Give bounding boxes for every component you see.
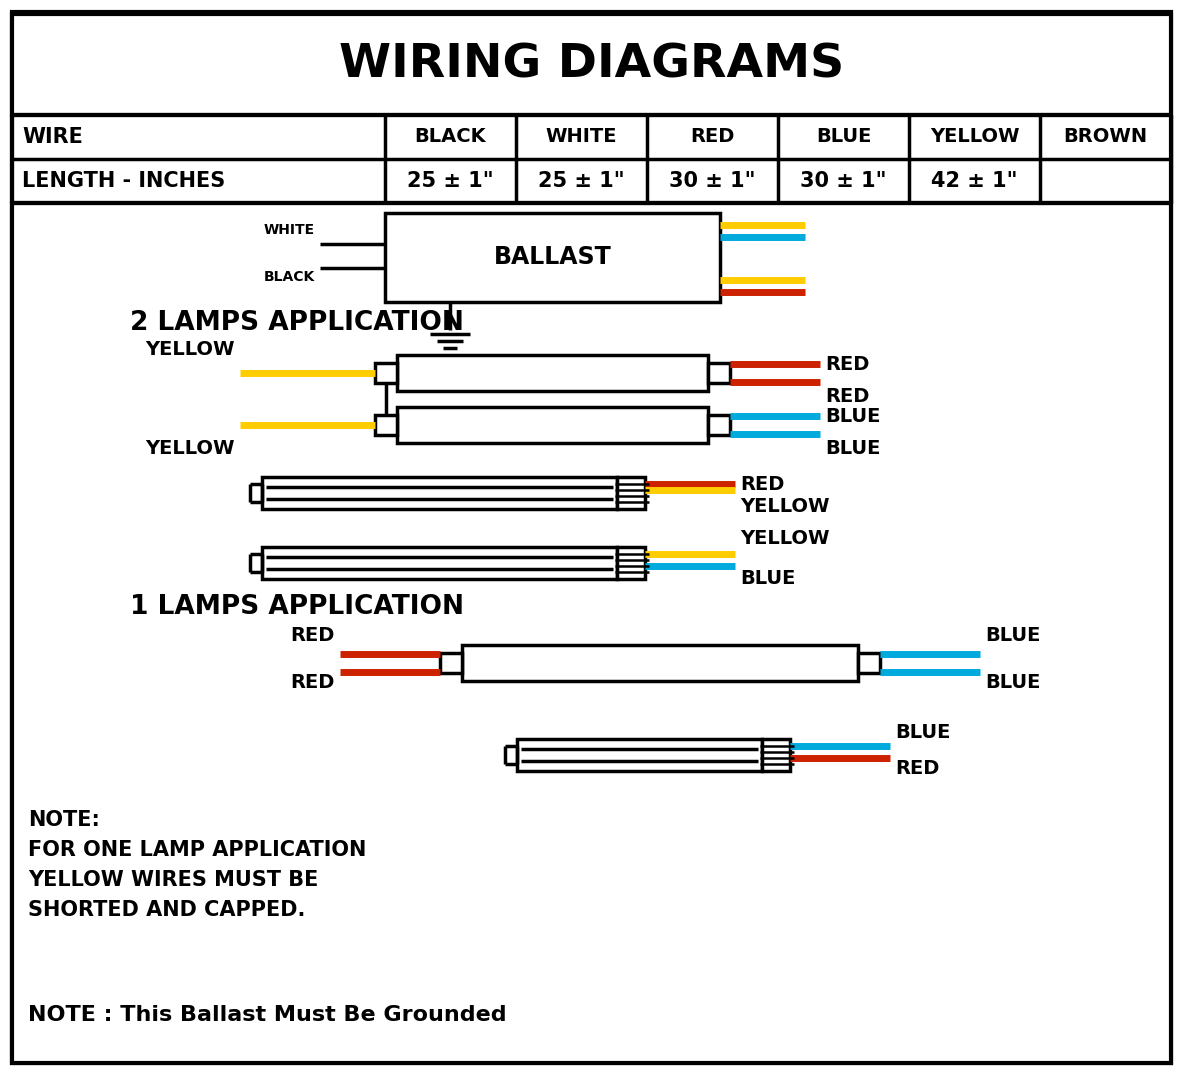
Text: YELLOW: YELLOW: [146, 439, 235, 458]
Text: BLUE: BLUE: [896, 723, 950, 743]
Text: 1 LAMPS APPLICATION: 1 LAMPS APPLICATION: [130, 594, 464, 620]
Text: BALLAST: BALLAST: [493, 245, 612, 270]
Bar: [440, 653, 463, 673]
Text: BLACK: BLACK: [415, 128, 486, 146]
Text: 2 LAMPS APPLICATION: 2 LAMPS APPLICATION: [130, 310, 464, 336]
Text: WIRE: WIRE: [22, 127, 83, 147]
Bar: [397, 407, 707, 443]
Text: 25 ± 1": 25 ± 1": [538, 171, 625, 191]
Bar: [12, 14, 1171, 115]
Text: YELLOW: YELLOW: [146, 340, 235, 359]
Text: RED: RED: [291, 673, 335, 692]
Text: YELLOW WIRES MUST BE: YELLOW WIRES MUST BE: [28, 870, 318, 890]
Text: WIRING DIAGRAMS: WIRING DIAGRAMS: [338, 42, 845, 87]
Text: RED: RED: [825, 355, 870, 373]
Text: 25 ± 1": 25 ± 1": [407, 171, 493, 191]
Bar: [463, 645, 858, 680]
Text: RED: RED: [825, 387, 870, 406]
Text: RED: RED: [741, 474, 784, 493]
Bar: [261, 547, 618, 579]
Text: 42 ± 1": 42 ± 1": [931, 171, 1017, 191]
Bar: [707, 363, 730, 383]
Text: BLUE: BLUE: [741, 570, 795, 588]
Text: RED: RED: [291, 626, 335, 645]
Text: BLUE: BLUE: [985, 626, 1040, 645]
Text: YELLOW: YELLOW: [741, 498, 829, 516]
Bar: [12, 203, 1171, 1063]
Text: SHORTED AND CAPPED.: SHORTED AND CAPPED.: [28, 900, 305, 920]
Text: FOR ONE LAMP APPLICATION: FOR ONE LAMP APPLICATION: [28, 840, 367, 860]
Text: YELLOW: YELLOW: [930, 128, 1020, 146]
Text: 30 ± 1": 30 ± 1": [670, 171, 756, 191]
Bar: [384, 213, 720, 302]
Bar: [375, 363, 397, 383]
Text: BLUE: BLUE: [825, 440, 880, 459]
Text: YELLOW: YELLOW: [741, 530, 829, 548]
Bar: [375, 415, 397, 435]
Bar: [261, 477, 618, 508]
Text: BLACK: BLACK: [264, 270, 315, 284]
Text: BROWN: BROWN: [1064, 128, 1148, 146]
Text: WHITE: WHITE: [545, 128, 618, 146]
Text: LENGTH - INCHES: LENGTH - INCHES: [22, 171, 225, 191]
Text: WHITE: WHITE: [264, 224, 315, 238]
Bar: [618, 477, 645, 508]
Bar: [762, 739, 790, 771]
Bar: [517, 739, 762, 771]
Text: RED: RED: [691, 128, 735, 146]
Text: NOTE : This Ballast Must Be Grounded: NOTE : This Ballast Must Be Grounded: [28, 1005, 506, 1024]
Bar: [618, 547, 645, 579]
Text: BLUE: BLUE: [825, 406, 880, 426]
Bar: [397, 355, 707, 391]
Bar: [707, 415, 730, 435]
Text: BLUE: BLUE: [816, 128, 871, 146]
Text: RED: RED: [896, 760, 939, 778]
Text: NOTE:: NOTE:: [28, 809, 99, 830]
Bar: [858, 653, 880, 673]
Text: BLUE: BLUE: [985, 673, 1040, 692]
Text: 30 ± 1": 30 ± 1": [800, 171, 887, 191]
